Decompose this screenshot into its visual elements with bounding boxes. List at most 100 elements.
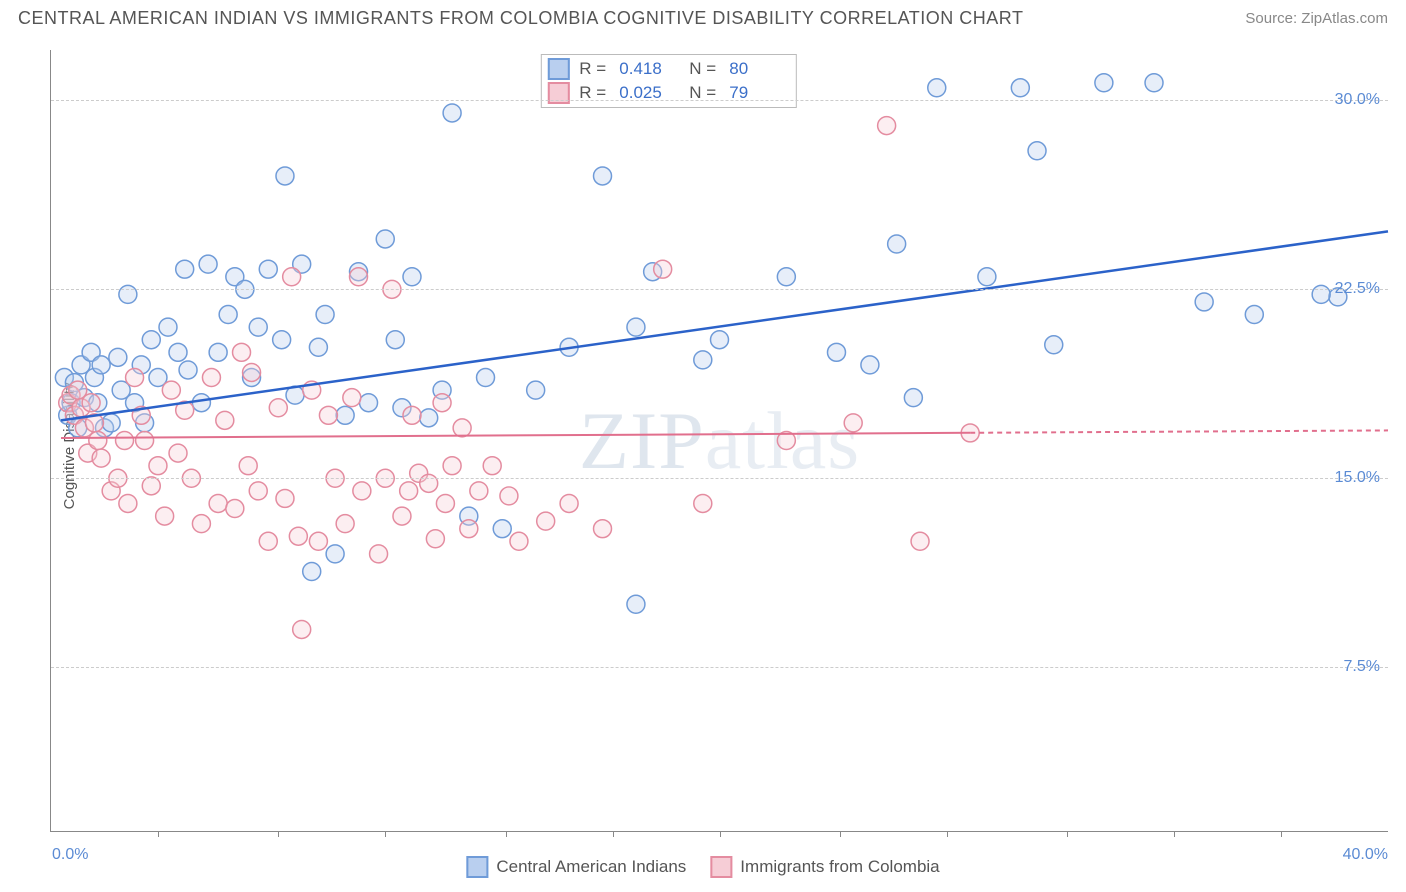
data-point — [393, 507, 411, 525]
data-point — [433, 394, 451, 412]
data-point — [711, 331, 729, 349]
x-tick — [506, 831, 507, 837]
data-point — [878, 117, 896, 135]
data-point — [192, 515, 210, 533]
x-tick — [840, 831, 841, 837]
data-point — [1095, 74, 1113, 92]
data-point — [216, 411, 234, 429]
data-point — [209, 494, 227, 512]
data-point — [169, 444, 187, 462]
data-point — [1011, 79, 1029, 97]
data-point — [654, 260, 672, 278]
data-point — [326, 545, 344, 563]
data-point — [149, 457, 167, 475]
data-point — [386, 331, 404, 349]
data-point — [89, 432, 107, 450]
x-tick — [1067, 831, 1068, 837]
data-point — [336, 406, 354, 424]
data-point — [460, 520, 478, 538]
data-point — [594, 520, 612, 538]
data-point — [233, 343, 251, 361]
gridline — [51, 478, 1388, 479]
data-point — [243, 363, 261, 381]
data-point — [861, 356, 879, 374]
header: CENTRAL AMERICAN INDIAN VS IMMIGRANTS FR… — [0, 0, 1406, 35]
x-tick — [613, 831, 614, 837]
data-point — [309, 338, 327, 356]
data-point — [594, 167, 612, 185]
data-point — [109, 348, 127, 366]
data-point — [259, 260, 277, 278]
data-point — [92, 449, 110, 467]
data-point — [283, 268, 301, 286]
data-point — [904, 389, 922, 407]
data-point — [102, 414, 120, 432]
data-point — [400, 482, 418, 500]
data-point — [249, 482, 267, 500]
data-point — [209, 343, 227, 361]
data-point — [119, 285, 137, 303]
data-point — [493, 520, 511, 538]
data-point — [142, 477, 160, 495]
data-point — [420, 474, 438, 492]
gridline — [51, 289, 1388, 290]
data-point — [293, 620, 311, 638]
x-tick — [385, 831, 386, 837]
data-point — [360, 394, 378, 412]
y-tick-label: 15.0% — [1335, 469, 1380, 487]
gridline — [51, 100, 1388, 101]
data-point — [156, 507, 174, 525]
data-point — [192, 394, 210, 412]
data-point — [470, 482, 488, 500]
y-tick-label: 22.5% — [1335, 280, 1380, 298]
data-point — [202, 369, 220, 387]
source-label: Source: ZipAtlas.com — [1245, 10, 1388, 27]
chart-title: CENTRAL AMERICAN INDIAN VS IMMIGRANTS FR… — [18, 8, 1023, 29]
data-point — [276, 489, 294, 507]
data-point — [537, 512, 555, 530]
data-point — [510, 532, 528, 550]
legend-swatch-icon — [466, 856, 488, 878]
data-point — [176, 260, 194, 278]
data-point — [827, 343, 845, 361]
data-point — [169, 343, 187, 361]
legend-swatch-cai — [547, 58, 569, 80]
series-legend: Central American Indians Immigrants from… — [466, 856, 939, 878]
x-tick — [1174, 831, 1175, 837]
data-point — [403, 406, 421, 424]
data-point — [92, 356, 110, 374]
data-point — [426, 530, 444, 548]
x-axis-max-label: 40.0% — [1343, 846, 1388, 864]
data-point — [1312, 285, 1330, 303]
data-point — [273, 331, 291, 349]
data-point — [436, 494, 454, 512]
data-point — [319, 406, 337, 424]
data-point — [1195, 293, 1213, 311]
data-point — [694, 351, 712, 369]
data-point — [159, 318, 177, 336]
data-point — [453, 419, 471, 437]
data-point — [403, 268, 421, 286]
data-point — [142, 331, 160, 349]
data-point — [82, 394, 100, 412]
data-point — [420, 409, 438, 427]
data-point — [353, 482, 371, 500]
data-point — [289, 527, 307, 545]
data-point — [303, 563, 321, 581]
data-point — [777, 268, 795, 286]
data-point — [376, 230, 394, 248]
data-point — [179, 361, 197, 379]
gridline — [51, 667, 1388, 668]
x-tick — [278, 831, 279, 837]
data-point — [500, 487, 518, 505]
data-point — [259, 532, 277, 550]
y-tick-label: 30.0% — [1335, 91, 1380, 109]
x-tick — [720, 831, 721, 837]
data-point — [928, 79, 946, 97]
x-tick — [947, 831, 948, 837]
data-point — [560, 494, 578, 512]
data-point — [694, 494, 712, 512]
legend-swatch-icon — [710, 856, 732, 878]
data-point — [978, 268, 996, 286]
data-point — [309, 532, 327, 550]
